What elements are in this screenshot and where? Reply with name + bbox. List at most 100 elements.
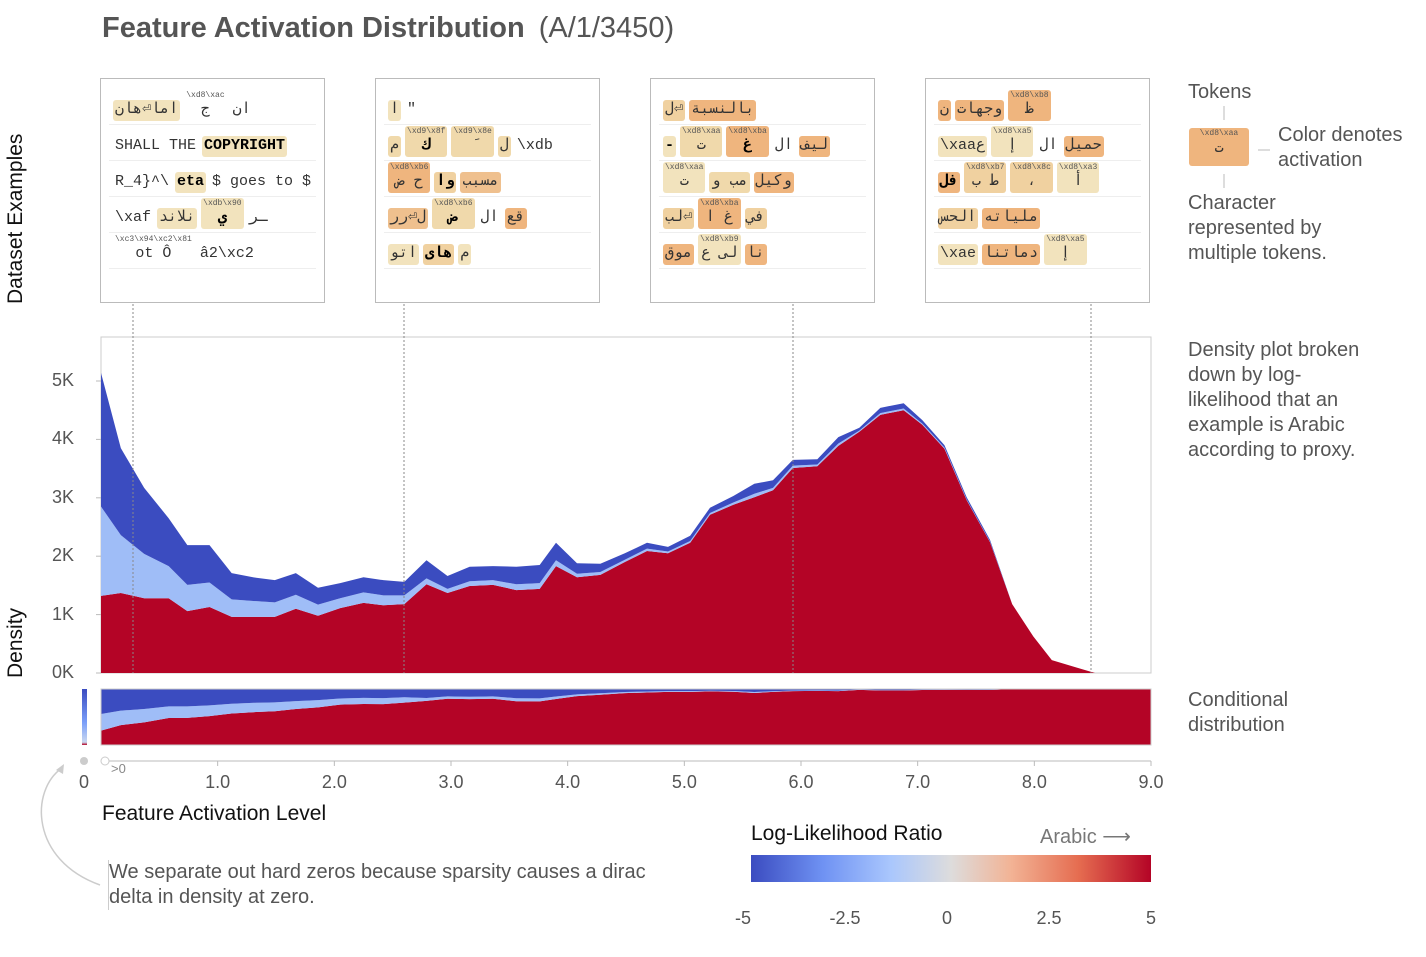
example-box: ن وجهات \xd8\xb8 ظ \xaaع \xd8\xa5 إ ال حميل فل \xd… [925, 78, 1150, 303]
x-tick-label: 8.0 [1021, 772, 1047, 792]
token-text: قع [506, 209, 525, 226]
y-tick-label: 4K [51, 428, 74, 449]
token-text: ان [232, 101, 251, 118]
example-row: ن وجهات \xd8\xb8 ظ [934, 89, 1141, 125]
y-tick-label: 5K [51, 370, 74, 390]
token-text: وكيل [755, 173, 792, 190]
token-text: â2\xc2 [199, 245, 254, 262]
colorbar-tick: 5 [1145, 908, 1157, 928]
token: \xae [938, 244, 979, 265]
conditional-frame [100, 688, 1152, 746]
x-tick-label: 3.0 [438, 772, 464, 792]
token-text: ل⏎رر [390, 209, 427, 226]
example-row: \xd8\xb6 ح ض وا مسبب [384, 161, 591, 197]
token: \xd9\x8e َ [451, 126, 494, 157]
token-text: ال [480, 209, 499, 226]
token-text: ـر [249, 209, 268, 226]
token: بالنسبة [689, 100, 757, 121]
token: eta [175, 172, 207, 193]
token-text: \xdb [516, 137, 553, 154]
token: ال [773, 136, 795, 157]
token: في [744, 208, 767, 229]
token-text: أ [1073, 173, 1083, 190]
token-text: موق [665, 245, 693, 262]
token: ال [1037, 136, 1059, 157]
token: ل [497, 136, 511, 157]
token-text: ض [448, 209, 458, 226]
token: ن [938, 100, 952, 121]
colorbar-tick: -2.5 [829, 908, 861, 928]
token-bytes: \xd8\xb9 [700, 235, 739, 244]
token: هاى [423, 244, 455, 265]
token-text: م [390, 137, 400, 154]
token: \xd8\xb6 ض [432, 198, 475, 229]
token-text: ل [499, 137, 509, 154]
token-text: ط ب [971, 173, 999, 190]
x-tick-label: 6.0 [788, 772, 814, 792]
divider [1223, 174, 1225, 188]
token-bytes: \xd8\xba [700, 199, 739, 208]
tokens-label: Tokens [1188, 81, 1252, 103]
token-bytes: \xc3\x94\xc2\x81 [115, 235, 192, 244]
conditional-area-series-0 [101, 689, 1151, 745]
example-row: الحس ملياته [934, 197, 1141, 233]
token-text: لى ع [701, 245, 738, 262]
token: \xd8\xa3 أ [1056, 162, 1100, 193]
token: \xdb\x90 ي [201, 198, 244, 229]
token: قع [504, 208, 527, 229]
conditional-area-series-2 [101, 689, 1151, 714]
colorbar-tick: -5 [734, 908, 752, 928]
token-text: وا [436, 173, 455, 190]
example-row: \xaaع \xd8\xa5 إ ال حميل [934, 125, 1141, 161]
token: R_4}^\ [113, 172, 171, 193]
token: ل⏎ [663, 100, 686, 121]
token: \xd8\xb7 ط ب [964, 162, 1007, 193]
token: $ goes to $ [210, 172, 313, 193]
token: حميل [1063, 136, 1104, 157]
token-text: وجهات [957, 101, 1003, 118]
token: SHALL THE [113, 136, 198, 157]
token: م [458, 244, 472, 265]
token-text: ل⏎ [665, 101, 684, 118]
nonzero-marker [100, 756, 110, 766]
token-bytes: \xd8\xb6 [434, 199, 473, 208]
token-text: ، [1027, 173, 1037, 190]
token-text: مب و [711, 173, 748, 190]
token-text: ال [774, 137, 793, 154]
sample-token-bytes: \xd8\xaa [1199, 129, 1239, 138]
token: \xd8\xa5 إ [991, 126, 1034, 157]
example-row: لب⏎ \xd8\xba غ ا في [659, 197, 866, 233]
token-text: ملياته [984, 209, 1039, 226]
token-bytes: \xd9\x8f [407, 127, 446, 136]
annotation-arrow [40, 767, 101, 886]
sample-token: \xd8\xaa ت [1189, 128, 1249, 166]
example-row: فل \xd8\xb7 ط ب \xd8\x8c ، \xd8\xa3 أ [934, 161, 1141, 197]
token: ل⏎رر [388, 208, 429, 229]
token: \xd8\xaa ت [680, 126, 723, 157]
colorbar-tick: 0 [941, 908, 953, 928]
x-tick-label: 5.0 [671, 772, 697, 792]
token-text: في [746, 209, 765, 226]
density-area-series-0 [101, 410, 1151, 673]
token: وا [434, 172, 457, 193]
token: اما⏎هان [113, 100, 181, 121]
colorbar-title: Log-Likelihood Ratio [751, 822, 943, 845]
token-text: SHALL THE [115, 137, 197, 154]
token: \xd8\xa5 إ [1044, 234, 1087, 265]
character-note: Character represented by multiple tokens… [1188, 192, 1327, 264]
token-bytes: \xd8\xac [186, 91, 225, 100]
token: نا [744, 244, 767, 265]
token-bytes: \xd8\xa5 [993, 127, 1032, 136]
token-text: إ [1060, 245, 1070, 262]
token: ـر [248, 208, 270, 229]
token-text: م [460, 245, 470, 262]
token: - [663, 136, 677, 157]
hard-zero-bar [82, 689, 87, 745]
token-bytes: \xd8\xb6 [390, 163, 429, 172]
token: \xdb [515, 136, 555, 157]
x-tick-label: 4.0 [555, 772, 581, 792]
hard-zero-note: We separate out hard zeros because spars… [108, 860, 669, 910]
example-row: اما⏎هان \xd8\xac ج ان [109, 89, 316, 125]
token-text: هاى [425, 245, 453, 262]
token: \xd8\x8c ، [1010, 162, 1053, 193]
